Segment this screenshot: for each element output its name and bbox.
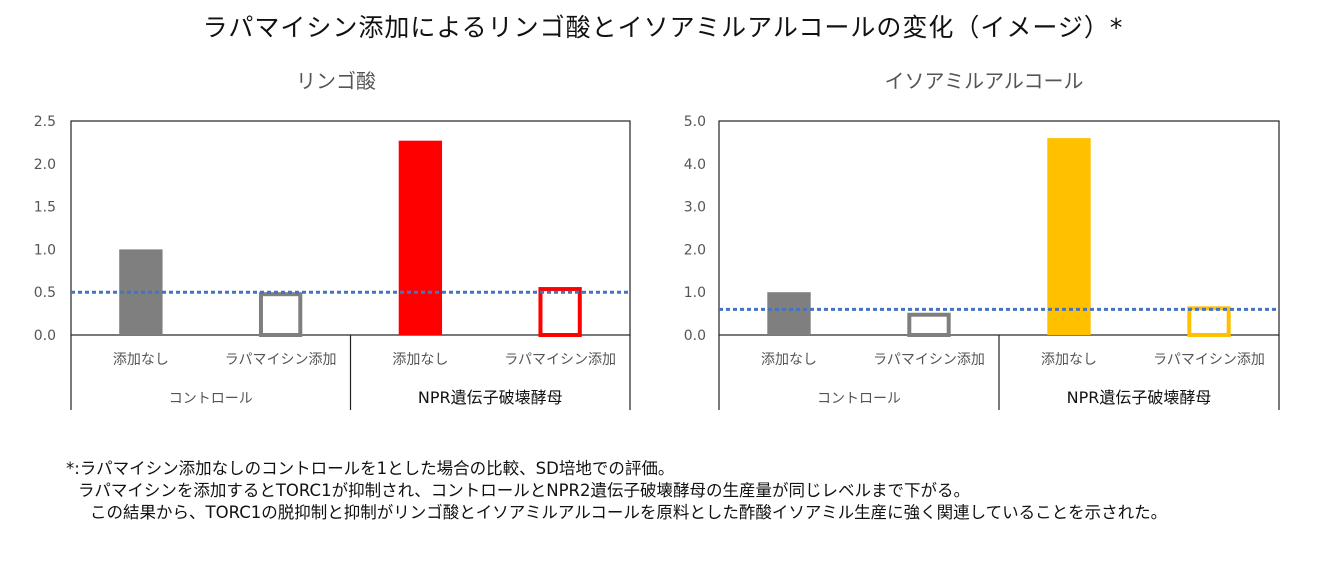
main-title: ラパマイシン添加によるリンゴ酸とイソアミルアルコールの変化（イメージ）* xyxy=(202,13,1124,42)
y-tick-label: 5.0 xyxy=(684,114,706,130)
y-tick-label: 0.5 xyxy=(34,285,56,301)
group-label: コントロール xyxy=(817,391,901,407)
y-tick-label: 0.0 xyxy=(684,328,706,344)
category-label: 添加なし xyxy=(1041,352,1097,368)
footnote-line-1: *:ラパマイシン添加なしのコントロールを1とした場合の比較、SD培地での評価。 xyxy=(66,459,675,478)
category-label: ラパマイシン添加 xyxy=(873,352,985,368)
y-tick-label: 4.0 xyxy=(684,157,706,173)
y-tick-label: 1.5 xyxy=(34,200,56,216)
y-tick-label: 0.0 xyxy=(34,328,56,344)
chart-title: リンゴ酸 xyxy=(296,69,376,93)
category-label: 添加なし xyxy=(761,352,817,368)
bar xyxy=(258,292,303,337)
bar xyxy=(907,312,951,338)
y-tick-label: 3.0 xyxy=(684,200,706,216)
bar xyxy=(398,140,443,335)
category-label: ラパマイシン添加 xyxy=(1153,352,1265,368)
isoamyl-alcohol-chart: イソアミルアルコール 0.0 1.0 2.0 3.0 4.0 5.0 添加なし ラパマイシン添加… xyxy=(684,69,1280,410)
y-tick-label: 2.5 xyxy=(34,114,56,130)
group-label: NPR遺伝子破壊酵母 xyxy=(1067,388,1212,407)
bar xyxy=(767,292,811,335)
y-tick-label: 2.0 xyxy=(684,242,706,258)
y-tick-label: 1.0 xyxy=(684,285,706,301)
malic-acid-chart: リンゴ酸 0.0 0.5 1.0 1.5 2.0 2.5 添加なし ラパマイシン添加 添加なし ラパ… xyxy=(34,69,631,410)
category-label: ラパマイシン添加 xyxy=(225,352,337,368)
group-label: NPR遺伝子破壊酵母 xyxy=(418,388,563,407)
category-label: ラパマイシン添加 xyxy=(504,352,616,368)
category-label: 添加なし xyxy=(113,352,169,368)
bar xyxy=(1187,306,1231,338)
footnote: *:ラパマイシン添加なしのコントロールを1とした場合の比較、SD培地での評価。 … xyxy=(66,458,1276,524)
bar xyxy=(1047,138,1091,335)
footnote-line-2: ラパマイシンを添加するとTORC1が抑制され、コントロールとNPR2遺伝子破壊酵… xyxy=(78,481,970,500)
footnote-line-3: この結果から、TORC1の脱抑制と抑制がリンゴ酸とイソアミルアルコールを原料とし… xyxy=(90,503,1168,522)
category-label: 添加なし xyxy=(392,352,448,368)
bar xyxy=(538,287,582,337)
y-tick-label: 2.0 xyxy=(34,157,56,173)
y-tick-label: 1.0 xyxy=(34,242,56,258)
group-label: コントロール xyxy=(169,391,253,407)
chart-title: イソアミルアルコール xyxy=(885,69,1084,93)
